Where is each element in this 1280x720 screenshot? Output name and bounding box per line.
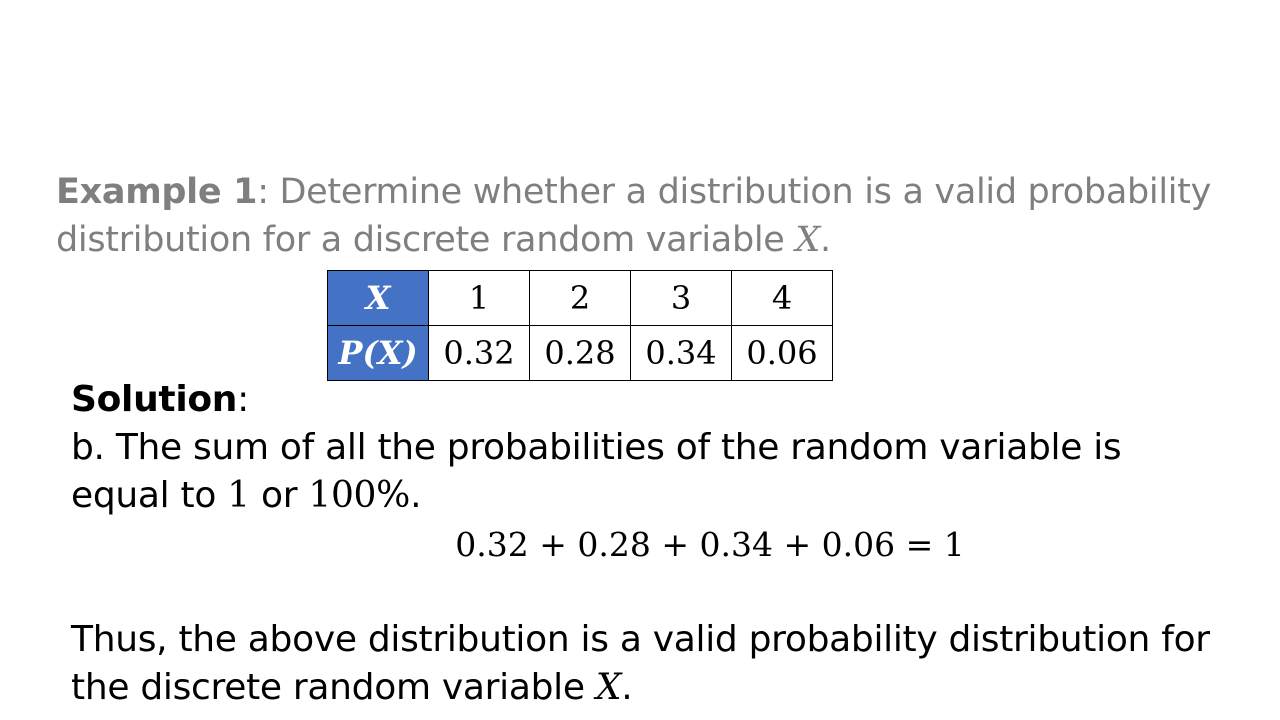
example-text: Determine whether a distribution is a va… [56, 172, 1212, 260]
table-cell-p-4: 0.06 [731, 325, 833, 381]
conclusion-end: . [621, 667, 633, 708]
solution-end: . [410, 475, 422, 516]
solution-line-2-pre: equal to [71, 475, 228, 516]
example-label: Example 1 [56, 172, 258, 212]
conclusion-variable: X [595, 667, 622, 708]
solution-line-1: b. The sum of all the probabilities of t… [71, 427, 1122, 468]
solution-percent: 100% [308, 475, 411, 516]
solution-heading: Solution: [71, 376, 1251, 424]
table-row-px: P(X) 0.32 0.28 0.34 0.06 [327, 325, 833, 381]
solution-one: 1 [227, 475, 250, 516]
solution-or: or [249, 475, 309, 516]
table-cell-x-4: 4 [731, 270, 833, 326]
table-cell-x-1: 1 [428, 270, 530, 326]
solution-colon: : [237, 379, 249, 420]
table-cell-x-3: 3 [630, 270, 732, 326]
solution-label: Solution [71, 379, 238, 420]
probability-table: X 1 2 3 4 P(X) 0.32 0.28 0.34 0.06 [327, 270, 833, 381]
table-cell-p-1: 0.32 [428, 325, 530, 381]
example-prompt: Example 1: Determine whether a distribut… [56, 168, 1236, 264]
example-colon: : [257, 172, 269, 212]
sum-equation: 0.32 + 0.28 + 0.34 + 0.06 = 1 [0, 521, 1280, 569]
table-row-x: X 1 2 3 4 [327, 270, 833, 326]
solution-block: Solution: b. The sum of all the probabil… [71, 376, 1251, 520]
example-end: . [819, 220, 831, 260]
table-cell-p-2: 0.28 [529, 325, 631, 381]
table-cell-x-2: 2 [529, 270, 631, 326]
table-cell-p-3: 0.34 [630, 325, 732, 381]
sum-equation-text: 0.32 + 0.28 + 0.34 + 0.06 = 1 [455, 525, 965, 564]
table-header-x: X [327, 270, 429, 326]
table-header-px: P(X) [327, 325, 429, 381]
solution-line-2: equal to 1 or 100%. [71, 472, 1251, 520]
conclusion-body: Thus, the above distribution is a valid … [71, 619, 1210, 708]
conclusion-text: Thus, the above distribution is a valid … [71, 616, 1261, 712]
example-variable: X [795, 220, 820, 260]
